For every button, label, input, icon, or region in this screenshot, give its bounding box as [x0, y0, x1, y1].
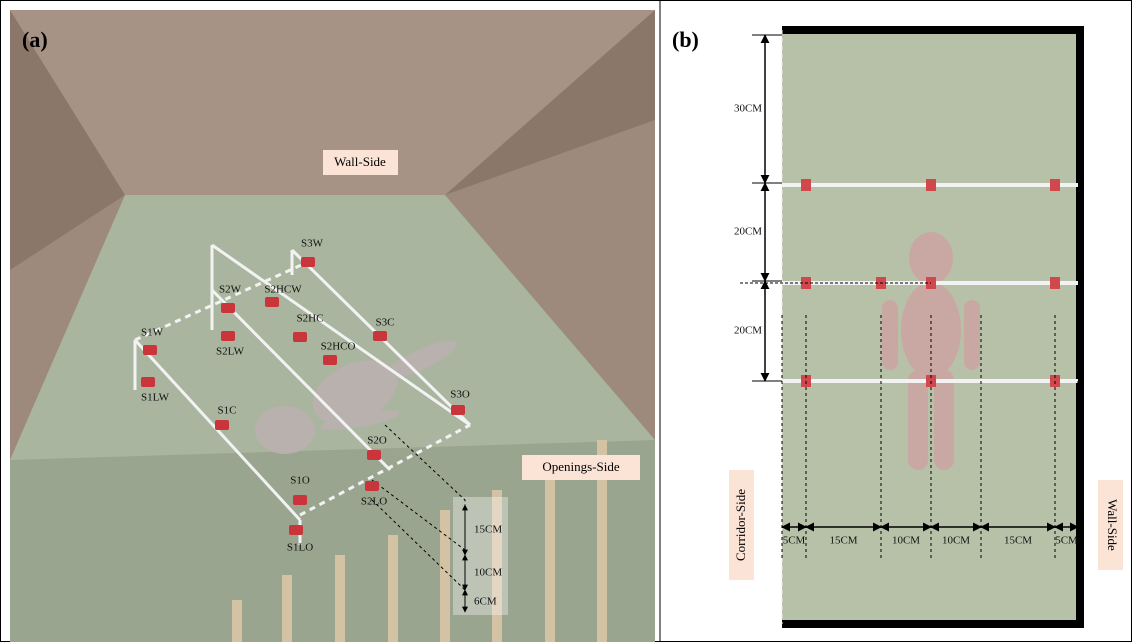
sensor — [926, 179, 936, 191]
sensor-label: S2HCW — [264, 284, 302, 296]
sensor — [221, 303, 235, 313]
corridor-side-label: Corridor-Side — [733, 489, 748, 561]
sensor-label: S2LO — [361, 496, 387, 508]
sensor — [265, 297, 279, 307]
room — [10, 10, 655, 642]
dimension-label: 10CM — [942, 535, 970, 547]
dimension-label: 5CM — [1055, 535, 1078, 547]
wall-side-b-label: Wall-Side — [1105, 499, 1120, 551]
sensor — [293, 332, 307, 342]
sensor — [323, 355, 337, 365]
sensor-label: S3W — [301, 238, 324, 250]
sensor-label: S2W — [219, 284, 242, 296]
sensor — [365, 481, 379, 491]
sensor — [141, 377, 155, 387]
sensor — [1050, 277, 1060, 289]
openings-side-label: Openings-Side — [542, 459, 620, 474]
sensor-label: S2HC — [297, 313, 324, 325]
sensor — [215, 420, 229, 430]
sensor-label: S1W — [141, 327, 164, 339]
sensor — [143, 345, 157, 355]
figure: Wall-Side Openings-Side (a) (b) Corridor… — [0, 0, 1132, 642]
panel-b-label: (b) — [672, 27, 699, 52]
sensor-label: S1LW — [141, 392, 170, 404]
dimension-label: 20CM — [734, 226, 762, 238]
sensor-label: S1O — [290, 475, 310, 487]
sensor — [221, 331, 235, 341]
sensor-label: S1LO — [287, 542, 313, 554]
dimension-label: 5CM — [783, 535, 806, 547]
sensor — [1050, 179, 1060, 191]
sensor-label: S1C — [218, 405, 237, 417]
dimension-label: 15CM — [829, 535, 857, 547]
sensor-label: S3C — [376, 317, 395, 329]
sensor-label: S2O — [367, 435, 387, 447]
right-side-tag: Wall-Side — [1098, 480, 1123, 570]
sensor — [373, 331, 387, 341]
sensor-label: S3O — [450, 389, 470, 401]
sensor — [301, 257, 315, 267]
dimension-label: 30CM — [734, 103, 762, 115]
dimension-label: 15CM — [474, 524, 502, 536]
wall-side-tag: Wall-Side — [323, 150, 398, 175]
sensor — [293, 495, 307, 505]
dimension-label: 10CM — [892, 535, 920, 547]
sensor — [801, 179, 811, 191]
left-side-tag: Corridor-Side — [729, 470, 754, 580]
dimension-label: 20CM — [734, 325, 762, 337]
dimension-label: 15CM — [1004, 535, 1032, 547]
dimension-label: 6CM — [474, 596, 497, 608]
sensor — [289, 525, 303, 535]
sensor — [367, 450, 381, 460]
panel-a-label: (a) — [22, 27, 48, 52]
sensor — [451, 405, 465, 415]
wall-side-label: Wall-Side — [334, 154, 386, 169]
dimension-label: 10CM — [474, 567, 502, 579]
sensor-label: S2HCO — [321, 341, 356, 353]
openings-side-tag: Openings-Side — [522, 455, 640, 480]
sensor-label: S2LW — [216, 346, 245, 358]
